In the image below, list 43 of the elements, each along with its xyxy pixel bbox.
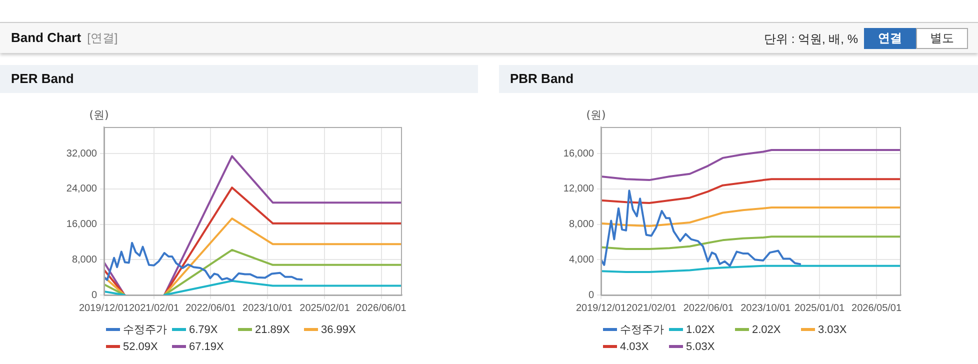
x-tick-label: 2023/10/01 xyxy=(740,302,792,314)
x-tick-label: 2022/06/01 xyxy=(683,302,734,314)
y-tick-label: 24,000 xyxy=(66,184,98,195)
legend-label: 6.79X xyxy=(189,324,218,336)
y-tick-label: 4,000 xyxy=(568,254,594,266)
x-tick-label: 2021/02/01 xyxy=(626,302,677,314)
y-tick-label: 0 xyxy=(588,290,594,301)
y-tick-label: 8,000 xyxy=(72,254,98,266)
x-tick-label: 2023/10/01 xyxy=(242,302,293,314)
y-axis-title: (원) xyxy=(586,108,606,122)
text: 단위 : 억원, 배, % xyxy=(764,31,858,48)
text: 연결 xyxy=(864,28,916,49)
legend-label: 36.99X xyxy=(321,324,356,336)
y-tick-label: 16,000 xyxy=(66,219,98,230)
x-tick-label: 2022/06/01 xyxy=(186,302,236,314)
legend-label: 수정주가 xyxy=(123,323,167,337)
y-tick-label: 0 xyxy=(91,290,98,301)
legend-label: 52.09X xyxy=(123,340,158,352)
legend-label: 수정주가 xyxy=(620,323,664,337)
legend-label: 3.03X xyxy=(818,324,847,336)
chart-title: PER Band xyxy=(0,65,478,93)
legend-label: 67.19X xyxy=(189,340,224,352)
legend-label: 4.03X xyxy=(620,340,649,352)
x-tick-label: 2026/06/01 xyxy=(356,302,407,314)
y-tick-label: 32,000 xyxy=(66,148,98,160)
y-tick-label: 8,000 xyxy=(568,219,594,230)
text: [연결] xyxy=(87,31,118,45)
x-tick-label: 2019/12/01 xyxy=(576,302,626,314)
text: Band Chart xyxy=(11,30,82,45)
legend-label: 5.03X xyxy=(686,340,715,352)
y-axis-title: (원) xyxy=(89,108,109,122)
x-tick-label: 2021/02/01 xyxy=(128,302,180,314)
x-tick-label: 2019/12/01 xyxy=(78,302,130,314)
text: 별도 xyxy=(916,28,968,49)
x-tick-label: 2025/01/01 xyxy=(794,302,845,314)
x-tick-label: 2025/02/01 xyxy=(300,302,350,314)
x-tick-label: 2026/05/01 xyxy=(852,302,902,314)
chart-title: PBR Band xyxy=(499,65,978,93)
legend-label: 2.02X xyxy=(752,324,781,336)
y-tick-label: 12,000 xyxy=(563,184,594,195)
legend-label: 1.02X xyxy=(686,324,715,336)
legend-label: 21.89X xyxy=(255,324,290,336)
y-tick-label: 16,000 xyxy=(563,148,594,160)
